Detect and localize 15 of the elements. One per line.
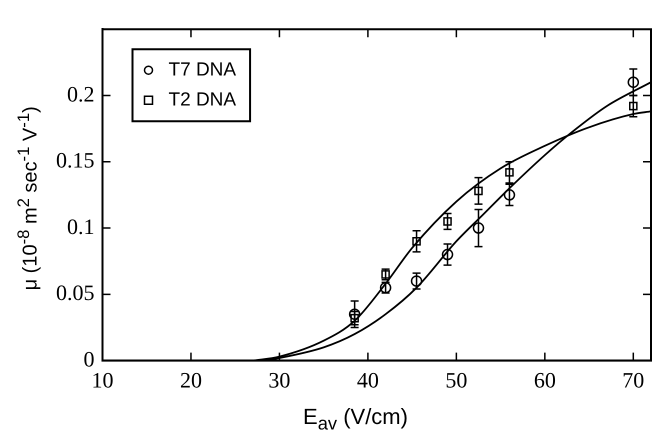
y-tick-label: 0 [84,346,94,372]
y-tick-label: 0.05 [56,280,94,306]
x-axis-title: E$_{av}$ (V/cm) [302,404,409,434]
x-tick-label: 40 [356,368,379,393]
x-tick-label: 70 [622,368,644,393]
legend-label: T7 DNA [168,59,236,80]
y-tick-label: 0.2 [67,81,94,106]
x-tick-label: 50 [445,368,468,393]
x-tick-label: 20 [180,368,202,393]
x-tick-label: 30 [268,368,290,393]
legend-label: T2 DNA [168,89,236,110]
y-tick-label: 0.15 [56,148,94,173]
y-tick-label: 0.1 [67,214,94,239]
x-tick-label: 60 [534,368,556,393]
x-tick-label: 10 [92,368,114,393]
